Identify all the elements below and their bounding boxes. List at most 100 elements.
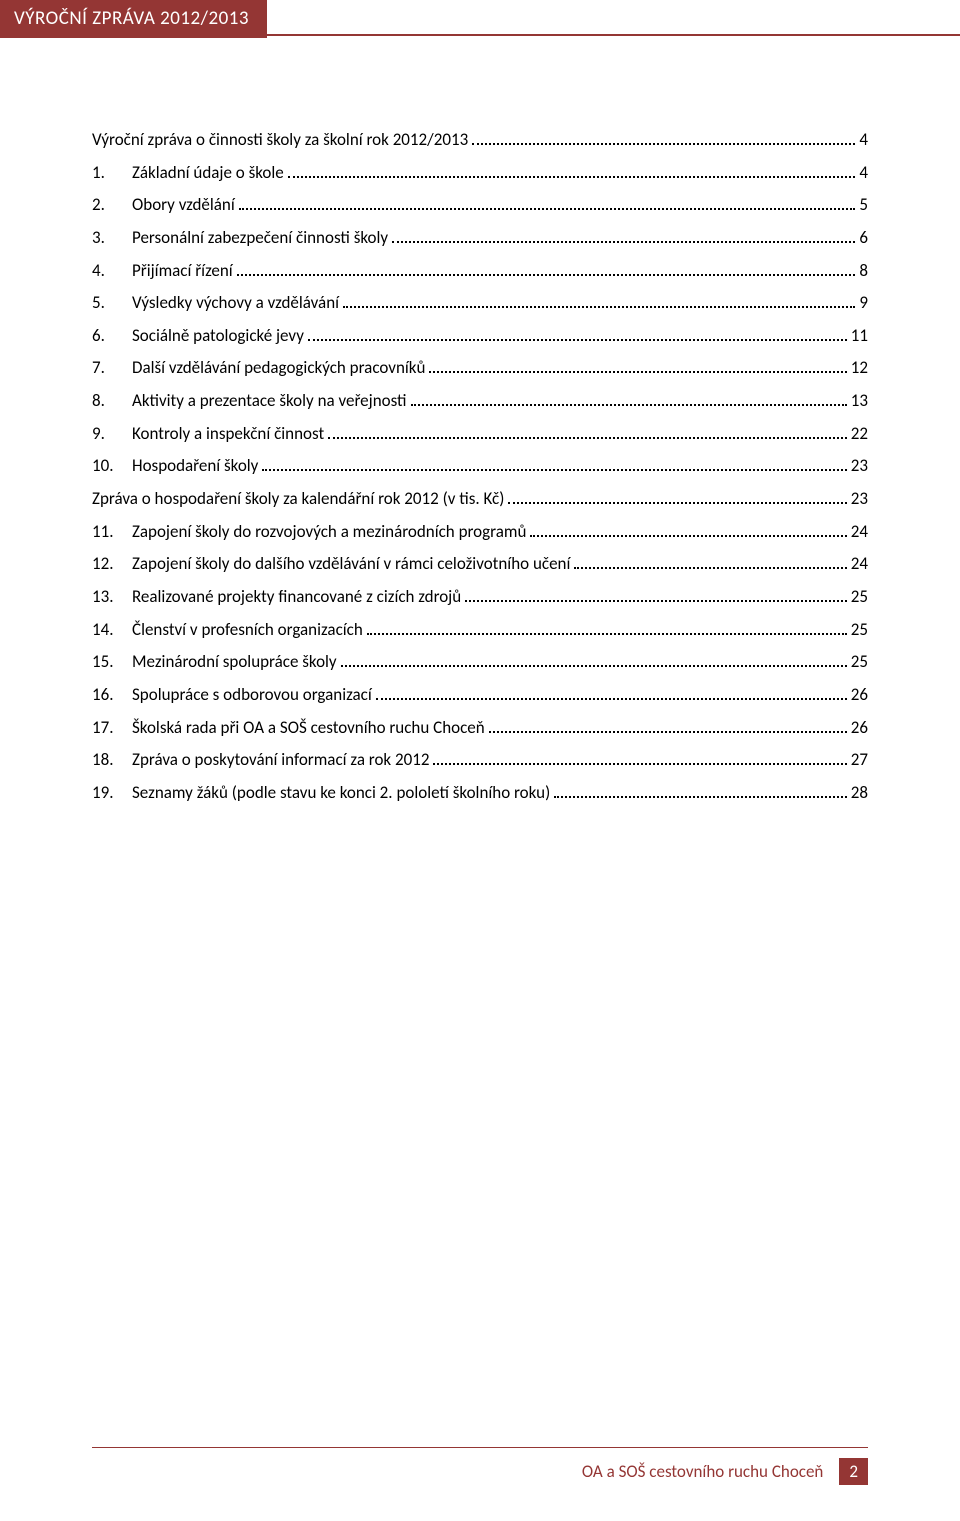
toc-entry-page: 5 xyxy=(859,193,868,218)
toc-leader-dots xyxy=(411,404,847,406)
toc-entry-title: Zapojení školy do rozvojových a mezináro… xyxy=(132,520,526,545)
toc-entry-title: Hospodaření školy xyxy=(132,454,258,479)
toc-entry-number: 12. xyxy=(92,552,132,577)
toc-entry-title: Mezinárodní spolupráce školy xyxy=(132,650,337,675)
toc-leader-dots xyxy=(343,306,855,308)
toc-entry-page: 27 xyxy=(851,748,868,773)
toc-entry: 3.Personální zabezpečení činnosti školy 6 xyxy=(92,226,868,251)
toc-entry-title: Personální zabezpečení činnosti školy xyxy=(132,226,388,251)
toc-entry-number: 17. xyxy=(92,716,132,741)
toc-entry-page: 25 xyxy=(851,650,868,675)
toc-entry-title: Zpráva o hospodaření školy za kalendářní… xyxy=(92,487,504,512)
toc-entry: 7.Další vzdělávání pedagogických pracovn… xyxy=(92,356,868,381)
toc-entry-number: 2. xyxy=(92,193,132,218)
toc-entry: Výroční zpráva o činnosti školy za školn… xyxy=(92,128,868,153)
toc-entry-title: Zapojení školy do dalšího vzdělávání v r… xyxy=(132,552,570,577)
toc-content: Výroční zpráva o činnosti školy za školn… xyxy=(0,38,960,805)
toc-entry: 16.Spolupráce s odborovou organizací26 xyxy=(92,683,868,708)
toc-entry: 19.Seznamy žáků (podle stavu ke konci 2.… xyxy=(92,781,868,806)
toc-entry-title: Sociálně patologické jevy xyxy=(132,324,304,349)
footer: OA a SOŠ cestovního ruchu Choceň 2 xyxy=(0,1447,960,1485)
toc-entry-number: 6. xyxy=(92,324,132,349)
toc-entry: 5.Výsledky výchovy a vzdělávání 9 xyxy=(92,291,868,316)
toc-entry-number: 19. xyxy=(92,781,132,806)
toc-entry: 14.Členství v profesních organizacích25 xyxy=(92,618,868,643)
toc-leader-dots xyxy=(465,600,847,602)
toc-entry-page: 9 xyxy=(859,291,868,316)
toc-entry-number: 1. xyxy=(92,161,132,186)
toc-entry-page: 6 xyxy=(859,226,868,251)
toc-leader-dots xyxy=(392,241,855,243)
toc-entry-number: 4. xyxy=(92,259,132,284)
toc-entry-title: Aktivity a prezentace školy na veřejnost… xyxy=(132,389,407,414)
toc-leader-dots xyxy=(341,665,847,667)
toc-entry-title: Výsledky výchovy a vzdělávání xyxy=(132,291,339,316)
toc-leader-dots xyxy=(554,796,847,798)
toc-entry-page: 11 xyxy=(851,324,868,349)
toc-leader-dots xyxy=(574,567,846,569)
toc-entry-page: 28 xyxy=(851,781,868,806)
toc-entry: 17.Školská rada při OA a SOŠ cestovního … xyxy=(92,716,868,741)
toc-entry-page: 24 xyxy=(851,520,868,545)
footer-text: OA a SOŠ cestovního ruchu Choceň xyxy=(582,1461,824,1482)
toc-leader-dots xyxy=(308,339,847,341)
toc-leader-dots xyxy=(508,502,846,504)
toc-entry-number: 18. xyxy=(92,748,132,773)
toc-entry-title: Spolupráce s odborovou organizací xyxy=(132,683,372,708)
toc-entry-title: Seznamy žáků (podle stavu ke konci 2. po… xyxy=(132,781,550,806)
toc-entry: 13.Realizované projekty financované z ci… xyxy=(92,585,868,610)
toc-leader-dots xyxy=(433,763,846,765)
toc-entry-number: 14. xyxy=(92,618,132,643)
footer-rule xyxy=(92,1447,868,1448)
toc-leader-dots xyxy=(489,731,847,733)
toc-entry: 2.Obory vzdělání 5 xyxy=(92,193,868,218)
toc-entry-number: 11. xyxy=(92,520,132,545)
toc-entry-title: Kontroly a inspekční činnost xyxy=(132,422,324,447)
toc-entry-page: 4 xyxy=(859,128,868,153)
toc-entry-number: 5. xyxy=(92,291,132,316)
toc-leader-dots xyxy=(530,535,846,537)
toc-entry-page: 4 xyxy=(859,161,868,186)
toc-entry-number: 13. xyxy=(92,585,132,610)
toc-leader-dots xyxy=(429,371,846,373)
toc-leader-dots xyxy=(262,469,846,471)
toc-leader-dots xyxy=(239,208,856,210)
toc-entry-number: 8. xyxy=(92,389,132,414)
toc-entry: 18.Zpráva o poskytování informací za rok… xyxy=(92,748,868,773)
toc-leader-dots xyxy=(376,698,847,700)
toc-leader-dots xyxy=(367,633,847,635)
toc-entry: 4.Přijímací řízení 8 xyxy=(92,259,868,284)
toc-entry: 9.Kontroly a inspekční činnost 22 xyxy=(92,422,868,447)
toc-entry-page: 13 xyxy=(851,389,868,414)
toc-entry-title: Zpráva o poskytování informací za rok 20… xyxy=(132,748,429,773)
toc-entry-number: 3. xyxy=(92,226,132,251)
toc-entry-page: 25 xyxy=(851,585,868,610)
toc-leader-dots xyxy=(472,143,855,145)
toc-leader-dots xyxy=(237,274,856,276)
toc-entry-number: 9. xyxy=(92,422,132,447)
toc-entry: Zpráva o hospodaření školy za kalendářní… xyxy=(92,487,868,512)
toc-entry-title: Obory vzdělání xyxy=(132,193,235,218)
toc-entry-title: Členství v profesních organizacích xyxy=(132,618,363,643)
toc-entry-title: Další vzdělávání pedagogických pracovník… xyxy=(132,356,425,381)
toc-entry: 1.Základní údaje o škole4 xyxy=(92,161,868,186)
toc-entry-title: Školská rada při OA a SOŠ cestovního ruc… xyxy=(132,716,485,741)
toc-entry: 11.Zapojení školy do rozvojových a mezin… xyxy=(92,520,868,545)
header-bar: VÝROČNÍ ZPRÁVA 2012/2013 xyxy=(0,0,960,38)
toc-entry-title: Realizované projekty financované z cizíc… xyxy=(132,585,461,610)
toc-entry-page: 23 xyxy=(851,454,868,479)
toc-entry-number: 16. xyxy=(92,683,132,708)
toc-entry-number: 15. xyxy=(92,650,132,675)
footer-page-number: 2 xyxy=(839,1458,868,1485)
toc-entry: 6.Sociálně patologické jevy 11 xyxy=(92,324,868,349)
toc-entry-title: Výroční zpráva o činnosti školy za školn… xyxy=(92,128,468,153)
footer-row: OA a SOŠ cestovního ruchu Choceň 2 xyxy=(92,1458,868,1485)
header-title: VÝROČNÍ ZPRÁVA 2012/2013 xyxy=(0,0,267,38)
toc-entry-page: 26 xyxy=(851,716,868,741)
toc-entry: 15.Mezinárodní spolupráce školy 25 xyxy=(92,650,868,675)
toc-entry-title: Přijímací řízení xyxy=(132,259,233,284)
toc-leader-dots xyxy=(288,176,856,178)
toc-entry-number: 10. xyxy=(92,454,132,479)
toc-entry-page: 8 xyxy=(859,259,868,284)
toc-entry-page: 22 xyxy=(851,422,868,447)
